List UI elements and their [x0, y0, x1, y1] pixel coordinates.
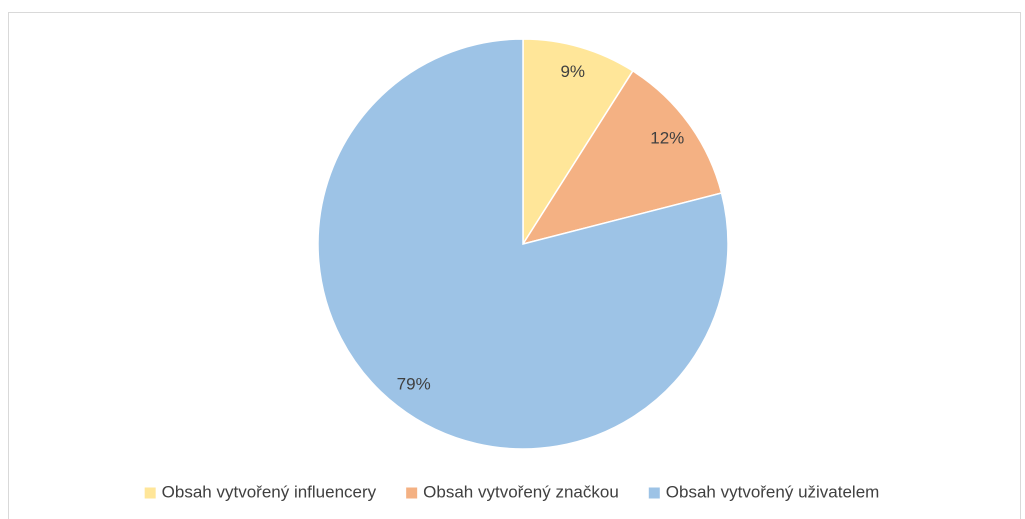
data-label: 12% [650, 129, 684, 148]
legend-label: Obsah vytvořený influencery [162, 482, 377, 501]
pie-slice [317, 38, 729, 450]
legend-swatch [144, 487, 156, 499]
legend-label: Obsah vytvořený značkou [423, 482, 619, 501]
pie-slice [521, 69, 723, 246]
pie-slice [522, 38, 634, 247]
data-label: 9% [560, 62, 585, 81]
legend-swatch [648, 487, 660, 499]
data-label: 79% [397, 374, 431, 393]
legend-swatch [406, 487, 418, 499]
legend-label: Obsah vytvořený uživatelem [666, 482, 880, 501]
